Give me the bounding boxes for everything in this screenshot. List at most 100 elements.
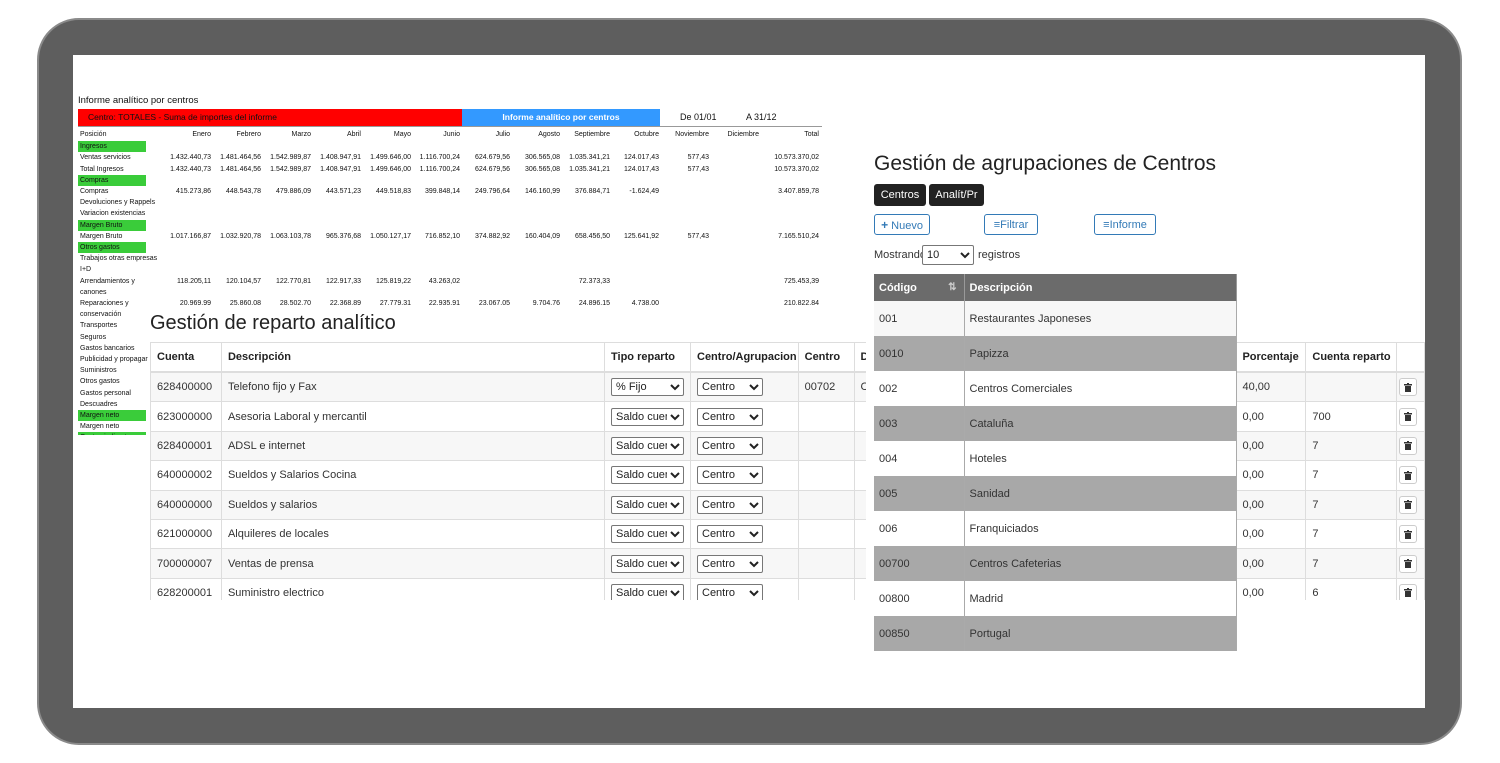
agrupacion-select[interactable]: Centro	[697, 525, 763, 544]
report-cell: 725.453,39	[783, 277, 819, 285]
column-label: Código	[879, 281, 917, 294]
delete-button[interactable]	[1399, 466, 1417, 485]
reparto-cell: Centro	[690, 371, 799, 403]
delete-button[interactable]	[1399, 583, 1417, 600]
agrupacion-cell: Hoteles	[964, 441, 1237, 476]
tab[interactable]: Centros	[874, 184, 926, 206]
reparto-row: 623000000 Asesoria Laboral y mercantil Sal…	[150, 401, 1425, 432]
agrupacion-select[interactable]: Centro	[697, 436, 763, 455]
reparto-cell: 7	[1305, 489, 1397, 520]
agrupacion-row[interactable]: 00850 Portugal	[874, 616, 1237, 651]
report-row: Gastos bancarios	[78, 343, 822, 354]
tipo-reparto-select[interactable]: Saldo cuenta	[611, 407, 684, 426]
agrupacion-cell: 002	[874, 371, 965, 406]
delete-button[interactable]	[1399, 525, 1417, 544]
report-cell: 24.896,15	[578, 300, 610, 308]
tipo-reparto-select[interactable]: Saldo cuenta	[611, 495, 684, 514]
delete-button[interactable]	[1399, 554, 1417, 573]
reparto-cell: 7	[1305, 518, 1397, 550]
report-cell: 374.882,92	[474, 232, 510, 240]
tipo-reparto-select[interactable]: Saldo cuenta	[611, 436, 684, 455]
report-body: Ingresos Ventas servicios 1.432.440,73 1.48…	[78, 141, 822, 435]
row-label-cell: Devoluciones y Rappels	[78, 197, 163, 208]
agrupaciones-table: Código ⇅ Descripción 001 Restaurantes Japon…	[874, 274, 1237, 651]
row-label: Devoluciones y Rappels	[80, 199, 156, 207]
tipo-reparto-select[interactable]: Saldo cuenta	[611, 583, 684, 600]
reparto-cell: 0,00	[1235, 548, 1307, 579]
report-cell: 306.565,08	[524, 165, 560, 173]
agrupacion-select[interactable]: Centro	[697, 466, 763, 485]
page-size-select[interactable]: 10	[922, 245, 974, 265]
list-icon: ≡	[1103, 219, 1110, 231]
new-button[interactable]: + Nuevo	[874, 214, 930, 235]
delete-button[interactable]	[1399, 378, 1417, 397]
agrupacion-row[interactable]: 0010 Papizza	[874, 336, 1237, 371]
report-button[interactable]: ≡Informe	[1094, 214, 1156, 235]
agrupacion-row[interactable]: 004 Hoteles	[874, 441, 1237, 476]
agrupacion-row[interactable]: 00800 Madrid	[874, 581, 1237, 616]
reparto-cell: 00702	[797, 371, 855, 403]
agrupacion-select[interactable]: Centro	[697, 407, 763, 426]
report-row: Publicidad y propagar	[78, 354, 822, 365]
report-cell: 1.035.341,21	[569, 154, 610, 162]
report-row: I+D	[78, 264, 822, 275]
report-cell: 7.165.510,24	[778, 232, 819, 240]
row-label-cell: Gastos bancarios	[78, 343, 163, 354]
tipo-reparto-select[interactable]: Saldo cuenta	[611, 525, 684, 544]
tipo-reparto-select[interactable]: Saldo cuenta	[611, 554, 684, 573]
delete-button[interactable]	[1399, 495, 1417, 514]
section-label: Margen neto	[78, 410, 146, 422]
agrupacion-cell: Centros Cafeterias	[964, 546, 1237, 581]
reparto-cell: Centro	[690, 430, 799, 462]
report-cell: 210.822,84	[783, 300, 819, 308]
reparto-cell: Asesoria Laboral y mercantil	[220, 401, 606, 432]
column-header[interactable]: Descripción	[964, 274, 1237, 301]
report-cell: 124.017,43	[623, 165, 659, 173]
agrupacion-select[interactable]: Centro	[697, 378, 763, 397]
report-cell: 624.679,56	[474, 154, 510, 162]
action-cell	[1396, 401, 1425, 432]
delete-button[interactable]	[1399, 436, 1417, 455]
reparto-cell	[797, 489, 855, 520]
row-label: Publicidad y propagar	[80, 356, 148, 364]
reparto-row: 621000000 Alquileres de locales Saldo cuen…	[150, 518, 1425, 550]
agrupacion-row[interactable]: 00700 Centros Cafeterias	[874, 546, 1237, 581]
row-label-cell: Compras	[78, 186, 163, 197]
agrupacion-row[interactable]: 001 Restaurantes Japoneses	[874, 301, 1237, 336]
reparto-cell	[1305, 371, 1397, 403]
reparto-cell: 7	[1305, 460, 1397, 491]
tab[interactable]: Analít/Pr	[929, 184, 984, 206]
column-header: Centro	[797, 342, 855, 373]
filter-button[interactable]: ≡Filtrar	[984, 214, 1038, 235]
row-label: Otros gastos	[80, 378, 120, 386]
tipo-reparto-select[interactable]: Saldo cuenta	[611, 466, 684, 485]
agrupacion-row[interactable]: 005 Sanidad	[874, 476, 1237, 511]
report-row: Reparaciones y conservación 20.969,99 25.8…	[78, 298, 822, 320]
report-cell: 43.263,02	[428, 277, 460, 285]
column-header: Cuenta	[150, 342, 222, 373]
agrupacion-select[interactable]: Centro	[697, 554, 763, 573]
report-cell: 306.565,08	[524, 154, 560, 162]
row-label-cell: Publicidad y propagar	[78, 354, 163, 365]
report-cell: 1.432.440,73	[170, 165, 211, 173]
report-row: Ingresos	[78, 141, 822, 153]
agrupacion-row[interactable]: 006 Franquiciados	[874, 511, 1237, 546]
report-cell: 22.368,89	[329, 300, 361, 308]
row-label-cell: Ingresos	[78, 141, 163, 153]
row-label-cell: Total Ingresos	[78, 164, 163, 175]
agrupacion-select[interactable]: Centro	[697, 583, 763, 600]
agrupacion-row[interactable]: 002 Centros Comerciales	[874, 371, 1237, 406]
reparto-cell: 0,00	[1235, 430, 1307, 462]
report-cell: 25.860,08	[229, 300, 261, 308]
column-header[interactable]: Código ⇅	[874, 274, 965, 301]
row-label: Gastos personal	[80, 389, 131, 397]
tipo-reparto-select[interactable]: % Fijo	[611, 378, 684, 397]
column-header: Octubre	[634, 131, 659, 138]
agrupacion-row[interactable]: 003 Cataluña	[874, 406, 1237, 441]
report-cell: 624.679,56	[474, 165, 510, 173]
delete-button[interactable]	[1399, 407, 1417, 426]
agrupacion-select[interactable]: Centro	[697, 495, 763, 514]
list-icon: ≡	[993, 219, 1001, 231]
report-title: Informe analítico por centros	[78, 95, 199, 106]
column-header: Marzo	[291, 131, 311, 138]
